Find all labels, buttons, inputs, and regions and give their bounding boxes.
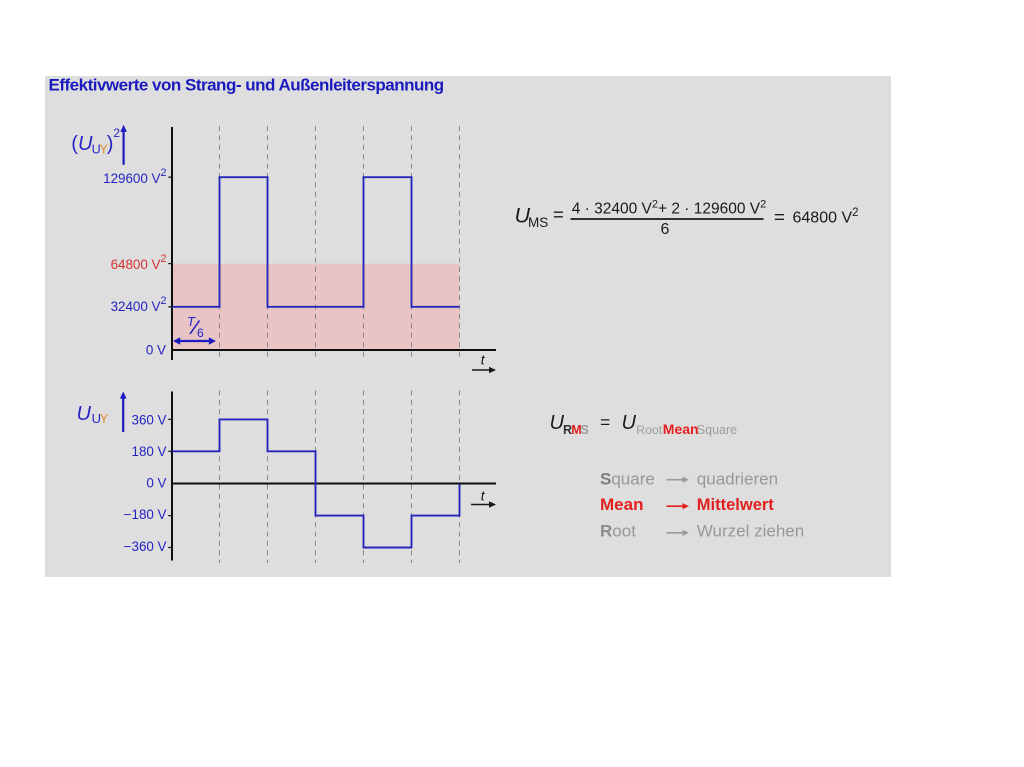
svg-text:U: U [78,133,93,155]
svg-text:U: U [515,204,531,228]
svg-text:Mittelwert: Mittelwert [697,496,775,514]
svg-text:−180 V: −180 V [124,507,167,522]
svg-text:MS: MS [528,215,548,230]
svg-text:6: 6 [661,221,670,238]
svg-text:−360 V: −360 V [124,539,167,554]
svg-text:Square: Square [697,423,737,437]
svg-text:M: M [571,423,581,437]
svg-text:64800 V2: 64800 V2 [111,253,167,272]
svg-text:U: U [77,403,92,425]
svg-text:Y: Y [100,411,109,426]
svg-text:4 · 32400 V2+ 2 · 129600 V2: 4 · 32400 V2+ 2 · 129600 V2 [572,199,767,218]
svg-text:t: t [481,488,486,503]
svg-text:Mean: Mean [663,421,699,437]
svg-text:S: S [581,423,589,437]
svg-text:U: U [622,412,637,434]
svg-text:32400 V2: 32400 V2 [111,295,167,314]
svg-text:360 V: 360 V [132,412,167,427]
svg-text:U: U [92,143,101,157]
svg-text:6: 6 [197,326,204,340]
svg-text:Root: Root [600,522,636,541]
svg-text:180 V: 180 V [132,444,167,459]
svg-text:t: t [481,353,486,368]
svg-text:): ) [107,133,114,155]
svg-text:Root: Root [636,423,662,437]
svg-text:2: 2 [113,126,120,140]
svg-text:T: T [187,314,196,329]
svg-text:Mean: Mean [600,495,643,514]
svg-text:U: U [92,411,101,426]
svg-text:Y: Y [100,143,109,157]
svg-text:=: = [600,412,610,432]
svg-text:Effektivwerte von Strang- und: Effektivwerte von Strang- und Außenleite… [49,76,444,95]
svg-text:0 V: 0 V [146,342,166,357]
svg-text:R: R [563,423,572,437]
svg-text:U: U [550,412,565,434]
svg-text:0 V: 0 V [146,476,166,491]
svg-text:Square: Square [600,469,655,488]
svg-text:Wurzel ziehen: Wurzel ziehen [697,522,804,541]
svg-text:=: = [553,204,564,225]
svg-text:(: ( [71,133,78,155]
svg-text:129600 V2: 129600 V2 [103,167,166,186]
svg-text:=: = [774,206,785,227]
svg-text:64800 V2: 64800 V2 [793,207,859,227]
svg-text:quadrieren: quadrieren [697,469,778,488]
